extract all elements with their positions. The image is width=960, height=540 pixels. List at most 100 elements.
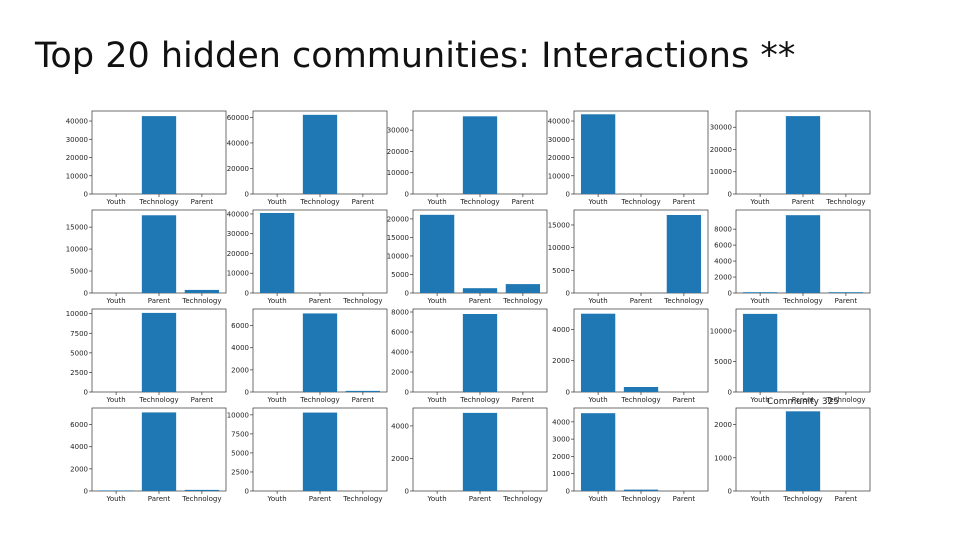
y-tick-label: 10000: [387, 252, 409, 260]
y-tick-label: 0: [728, 389, 732, 397]
y-tick-label: 0: [84, 389, 88, 397]
x-tick-label: Technology: [502, 297, 542, 305]
bar: [462, 412, 498, 491]
y-tick-label: 30000: [227, 230, 249, 238]
x-tick-label: Parent: [673, 198, 696, 206]
y-tick-label: 3000: [552, 436, 570, 444]
x-tick-label: Youth: [266, 198, 286, 206]
y-tick-label: 10000: [227, 270, 249, 278]
x-tick-label: Parent: [673, 396, 696, 404]
y-tick-label: 4000: [552, 326, 570, 334]
x-tick-label: Technology: [299, 396, 339, 404]
x-tick-label: Parent: [352, 198, 375, 206]
bar: [184, 489, 220, 491]
bar: [462, 288, 498, 293]
x-tick-label: Parent: [792, 198, 815, 206]
x-tick-label: Youth: [587, 297, 607, 305]
y-tick-label: 40000: [227, 210, 249, 218]
y-tick-label: 0: [245, 488, 249, 496]
bar: [141, 312, 177, 392]
y-tick-label: 1000: [714, 454, 732, 462]
x-tick-label: Youth: [426, 495, 446, 503]
slide-title: Top 20 hidden communities: Interactions …: [34, 36, 795, 76]
y-tick-label: 20000: [548, 154, 570, 162]
x-tick-label: Youth: [105, 297, 125, 305]
y-tick-label: 2000: [552, 357, 570, 365]
y-tick-label: 20000: [66, 154, 88, 162]
y-tick-label: 0: [245, 389, 249, 397]
x-tick-label: Youth: [105, 495, 125, 503]
y-tick-label: 0: [566, 191, 570, 199]
y-tick-label: 0: [405, 290, 409, 298]
x-tick-label: Technology: [663, 297, 703, 305]
x-tick-label: Youth: [426, 198, 446, 206]
y-tick-label: 30000: [548, 136, 570, 144]
x-tick-label: Youth: [426, 297, 446, 305]
y-tick-label: 2500: [231, 468, 249, 476]
y-tick-label: 0: [728, 488, 732, 496]
y-tick-label: 15000: [66, 224, 88, 232]
x-tick-label: Youth: [749, 297, 769, 305]
x-tick-label: Technology: [620, 495, 660, 503]
x-tick-label: Youth: [587, 495, 607, 503]
y-tick-label: 7500: [231, 430, 249, 438]
x-tick-label: Youth: [749, 198, 769, 206]
x-tick-label: Technology: [459, 198, 499, 206]
y-tick-label: 4000: [231, 344, 249, 352]
bar: [742, 292, 778, 293]
x-tick-label: Technology: [825, 198, 865, 206]
bar: [666, 214, 702, 293]
y-tick-label: 2000: [552, 453, 570, 461]
y-tick-label: 2000: [714, 421, 732, 429]
x-tick-label: Parent: [309, 297, 332, 305]
y-tick-label: 6000: [714, 242, 732, 250]
x-tick-label: Youth: [105, 396, 125, 404]
x-tick-label: Youth: [266, 396, 286, 404]
y-tick-label: 15000: [387, 234, 409, 242]
x-tick-label: Parent: [512, 198, 535, 206]
x-tick-label: Parent: [352, 396, 375, 404]
y-tick-label: 0: [84, 191, 88, 199]
x-tick-label: Youth: [587, 198, 607, 206]
bar: [98, 490, 134, 491]
y-tick-label: 0: [245, 290, 249, 298]
y-tick-label: 60000: [227, 114, 249, 122]
y-tick-label: 10000: [548, 172, 570, 180]
y-tick-label: 0: [728, 191, 732, 199]
y-tick-label: 2000: [391, 369, 409, 377]
bar: [345, 390, 381, 392]
x-tick-label: Parent: [191, 396, 214, 404]
x-tick-label: Technology: [782, 495, 822, 503]
y-tick-label: 10000: [66, 172, 88, 180]
y-tick-label: 10000: [710, 327, 732, 335]
y-tick-label: 6000: [70, 421, 88, 429]
y-tick-label: 10000: [66, 310, 88, 318]
bar: [462, 116, 498, 194]
y-tick-label: 0: [566, 488, 570, 496]
y-tick-label: 4000: [552, 418, 570, 426]
x-tick-label: Technology: [825, 396, 865, 404]
x-tick-label: Parent: [191, 198, 214, 206]
bar: [259, 212, 295, 293]
y-tick-label: 4000: [714, 258, 732, 266]
y-tick-label: 5000: [552, 267, 570, 275]
y-tick-label: 5000: [391, 271, 409, 279]
x-tick-label: Technology: [181, 297, 221, 305]
y-tick-label: 40000: [548, 118, 570, 126]
x-tick-label: Technology: [620, 198, 660, 206]
y-tick-label: 2000: [391, 455, 409, 463]
y-tick-label: 7500: [70, 330, 88, 338]
y-tick-label: 10000: [548, 244, 570, 252]
x-tick-label: Youth: [266, 297, 286, 305]
y-tick-label: 0: [405, 191, 409, 199]
y-tick-label: 2000: [231, 366, 249, 374]
y-tick-label: 0: [84, 290, 88, 298]
y-tick-label: 20000: [227, 165, 249, 173]
bar: [742, 313, 778, 392]
bar: [184, 289, 220, 293]
y-tick-label: 30000: [66, 136, 88, 144]
bar: [419, 214, 455, 293]
y-tick-label: 4000: [70, 443, 88, 451]
